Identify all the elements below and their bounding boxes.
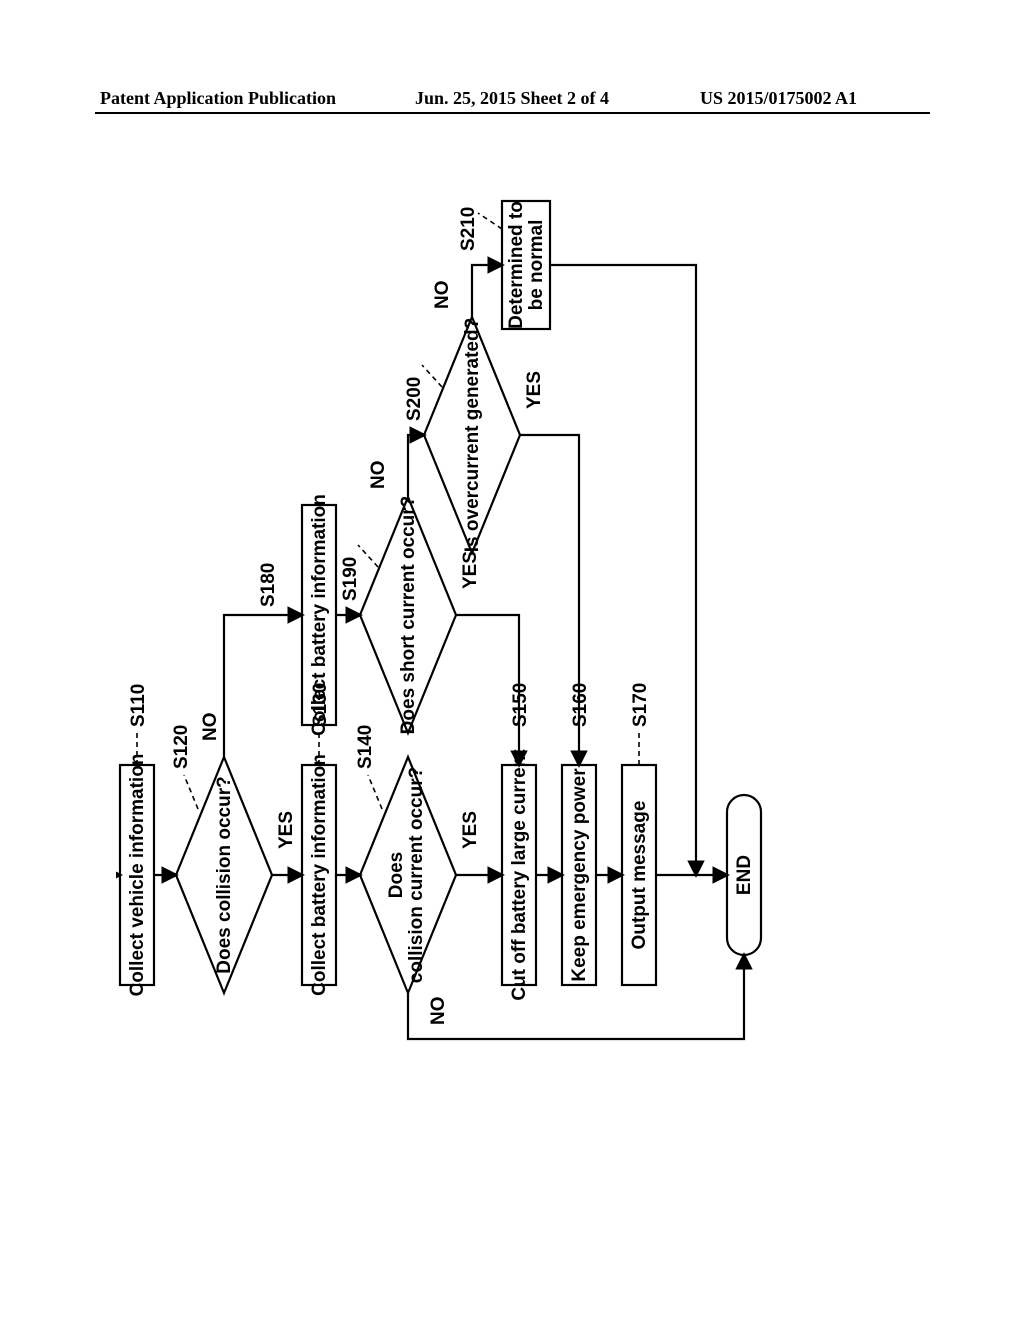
header-rule [95,112,930,114]
edge-no-s140: NO [428,997,449,1026]
edge-yes-s120: YES [276,811,297,849]
svg-text:Collect battery information: Collect battery information [309,494,330,736]
node-s110: Collect vehicle information S110 [120,684,154,997]
svg-text:Collect vehicle information: Collect vehicle information [127,754,148,997]
svg-text:Does: Does [386,852,407,898]
node-s170: Output message S170 [622,683,656,985]
header-left: Patent Application Publication [100,88,336,109]
flowchart-figure: FIG. 2 Start Collect vehicle information… [116,185,876,1045]
svg-text:Does collision occur?: Does collision occur? [214,776,235,973]
svg-text:Output message: Output message [629,801,650,950]
edge-no-s200: NO [432,281,453,310]
svg-text:Cut off battery large current: Cut off battery large current [509,749,530,1001]
svg-text:Does short current occur?: Does short current occur? [398,496,419,735]
svg-text:collision current occur?: collision current occur? [406,767,427,983]
svg-text:S140: S140 [355,725,376,769]
edge-no-s120: NO [200,713,221,742]
svg-text:Keep emergency power: Keep emergency power [569,768,590,982]
node-end: END [727,795,761,955]
header-center: Jun. 25, 2015 Sheet 2 of 4 [415,88,609,109]
node-s120: Does collision occur? S120 [171,725,272,993]
svg-text:Is overcurrent generated?: Is overcurrent generated? [462,318,483,552]
svg-text:Collect battery information: Collect battery information [309,754,330,996]
edge-no-s190: NO [368,461,389,490]
edge-yes-s200: YES [524,371,545,409]
svg-text:S210: S210 [458,207,479,251]
svg-text:END: END [734,855,755,895]
svg-text:S180: S180 [258,563,279,607]
svg-text:be normal: be normal [526,220,547,311]
svg-text:S110: S110 [128,684,149,727]
edge-yes-s140: YES [460,811,481,849]
node-s140: Does collision current occur? S140 [355,725,456,993]
edge-yes-s190: YES [460,551,481,589]
svg-text:S150: S150 [510,683,531,727]
svg-text:S160: S160 [570,683,591,727]
header-right: US 2015/0175002 A1 [700,88,857,109]
svg-text:S190: S190 [340,557,361,601]
svg-text:S170: S170 [630,683,651,727]
svg-text:Determined to: Determined to [506,201,527,329]
svg-text:S200: S200 [404,377,425,421]
svg-text:S120: S120 [171,725,192,769]
